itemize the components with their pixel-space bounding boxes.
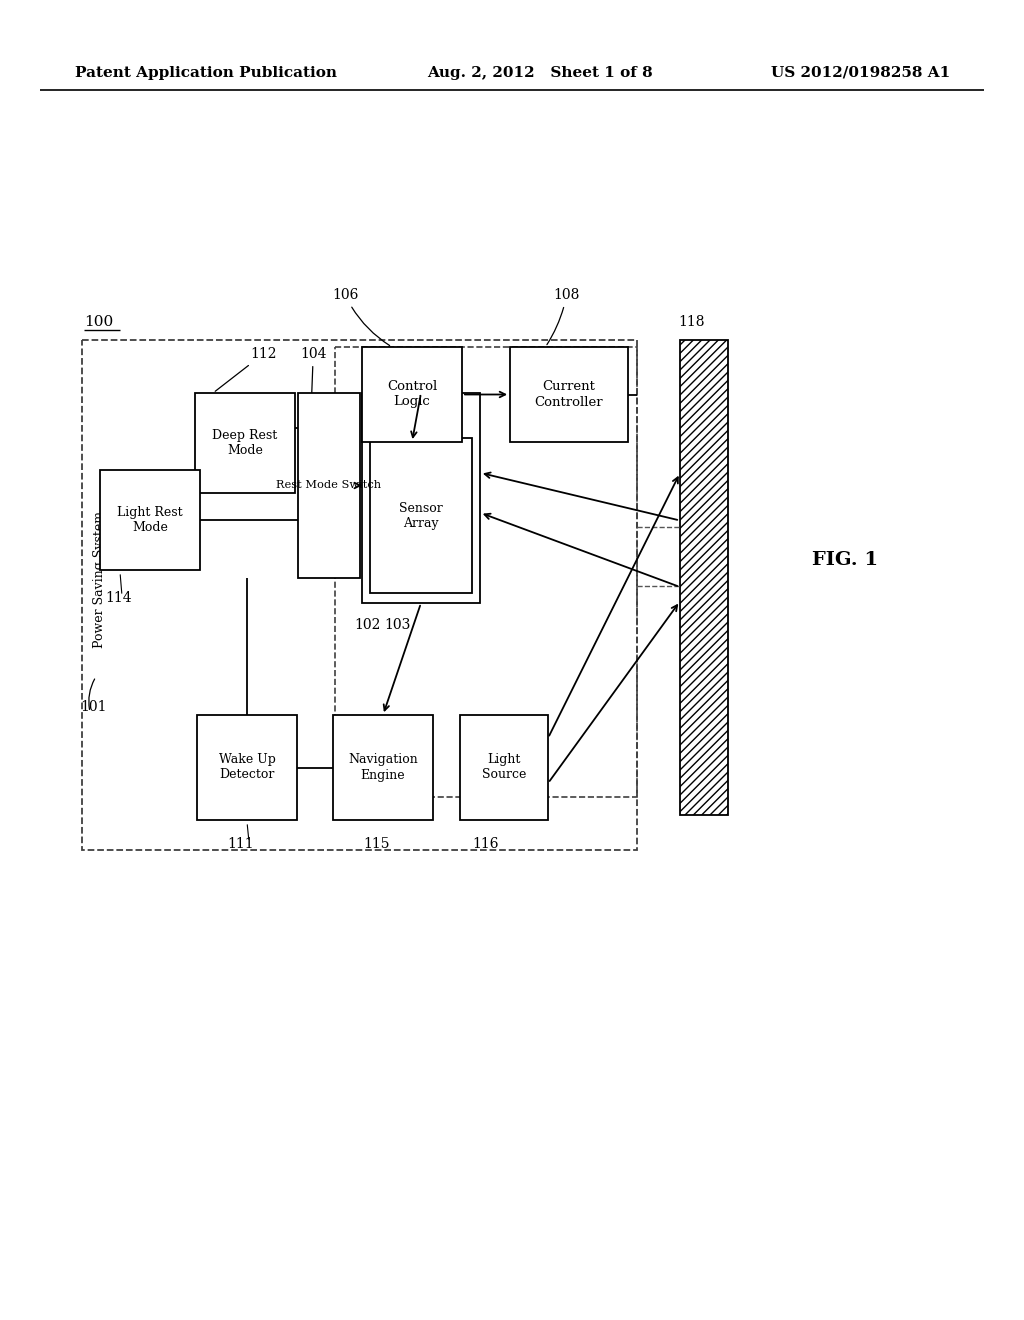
Bar (82, 341, 637, 850)
Text: Power Saving System: Power Saving System (92, 511, 105, 648)
Bar (362, 393, 480, 603)
Text: 101: 101 (80, 700, 106, 714)
Text: 103: 103 (384, 618, 411, 632)
Text: 112: 112 (215, 347, 276, 391)
Text: 104: 104 (300, 347, 327, 437)
Text: Rest Mode Switch: Rest Mode Switch (276, 480, 382, 491)
Text: Control
Logic: Control Logic (387, 380, 437, 408)
Text: 102: 102 (354, 618, 380, 632)
Text: US 2012/0198258 A1: US 2012/0198258 A1 (771, 66, 950, 81)
Bar (680, 341, 728, 814)
Bar (195, 393, 295, 492)
Text: Aug. 2, 2012   Sheet 1 of 8: Aug. 2, 2012 Sheet 1 of 8 (427, 66, 652, 81)
Text: Patent Application Publication: Patent Application Publication (75, 66, 337, 81)
Text: Deep Rest
Mode: Deep Rest Mode (212, 429, 278, 457)
Text: 106: 106 (332, 288, 390, 346)
Text: Current
Controller: Current Controller (535, 380, 603, 408)
Text: 100: 100 (84, 315, 114, 329)
Bar (460, 715, 548, 820)
Text: Navigation
Engine: Navigation Engine (348, 754, 418, 781)
Text: Sensor
Array: Sensor Array (399, 502, 442, 529)
Text: 108: 108 (547, 288, 580, 345)
Bar (197, 715, 297, 820)
Text: Light Rest
Mode: Light Rest Mode (117, 506, 183, 535)
Text: Light
Source: Light Source (482, 754, 526, 781)
Text: 114: 114 (105, 591, 132, 605)
Text: Sensor: Sensor (399, 417, 442, 429)
Bar (362, 347, 462, 442)
Text: 115: 115 (362, 837, 389, 851)
Bar (370, 438, 472, 593)
Text: FIG. 1: FIG. 1 (812, 550, 878, 569)
Bar (298, 393, 360, 578)
Text: 116: 116 (472, 837, 499, 851)
Text: Wake Up
Detector: Wake Up Detector (218, 754, 275, 781)
Text: 118: 118 (678, 315, 705, 329)
Bar (680, 341, 728, 814)
Bar (510, 347, 628, 442)
Bar (100, 470, 200, 570)
Text: 111: 111 (227, 837, 254, 851)
Bar (333, 715, 433, 820)
Bar (335, 347, 637, 797)
